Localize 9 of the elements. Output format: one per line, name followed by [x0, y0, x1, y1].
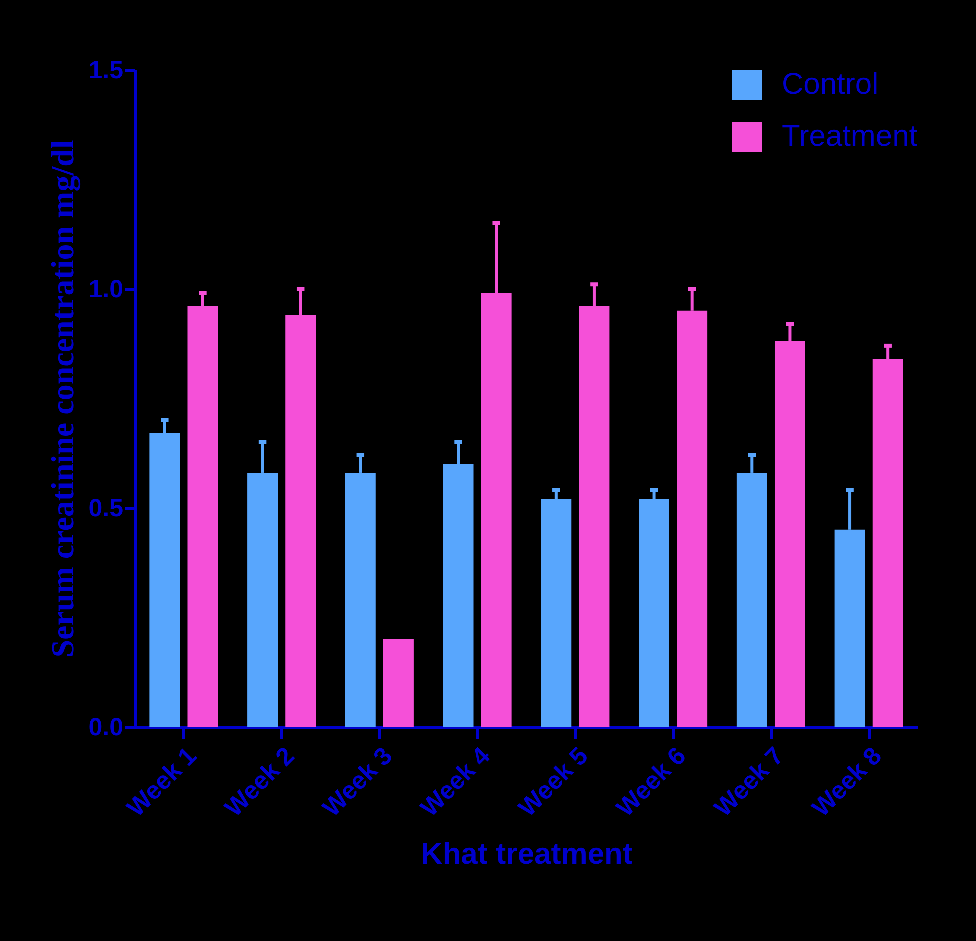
y-tick-label: 1.0 [88, 276, 124, 304]
y-tick-label: 0.0 [88, 714, 124, 742]
y-tick-label: 1.5 [88, 56, 124, 84]
y-tick-label: 0.5 [88, 494, 124, 522]
legend-label: Control [782, 68, 879, 101]
bar [383, 639, 414, 727]
y-axis-title: Serum creatinine concentration mg/dl [44, 140, 82, 658]
legend-label: Treatment [782, 120, 918, 153]
x-axis-title: Khat treatment [421, 838, 633, 871]
